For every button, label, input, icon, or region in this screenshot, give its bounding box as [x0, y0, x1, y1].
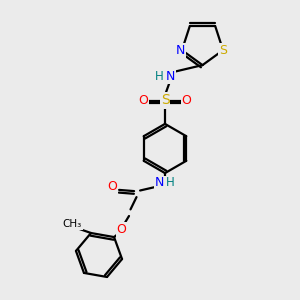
- Text: O: O: [139, 94, 148, 107]
- Text: H: H: [155, 70, 164, 83]
- Text: N: N: [176, 44, 185, 57]
- Text: H: H: [166, 176, 175, 190]
- Text: O: O: [117, 223, 126, 236]
- Text: O: O: [108, 179, 117, 193]
- Text: O: O: [182, 94, 191, 107]
- Text: S: S: [219, 44, 227, 57]
- Text: N: N: [155, 176, 164, 190]
- Text: N: N: [166, 70, 175, 83]
- Text: S: S: [160, 94, 169, 107]
- Text: CH₃: CH₃: [62, 219, 82, 229]
